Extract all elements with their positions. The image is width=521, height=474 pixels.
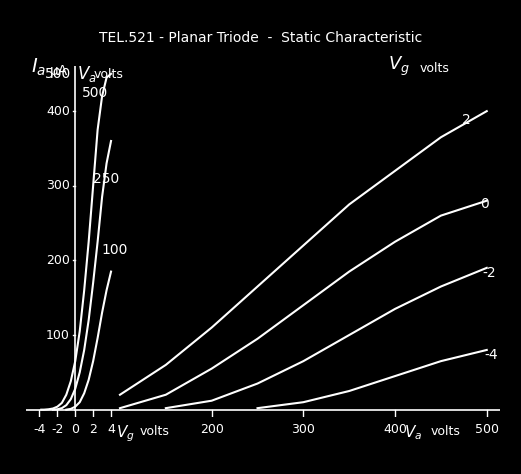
Text: 300: 300 xyxy=(291,423,315,436)
Text: -2: -2 xyxy=(51,423,64,436)
Text: 400: 400 xyxy=(383,423,407,436)
Text: volts: volts xyxy=(419,62,450,75)
Text: 400: 400 xyxy=(46,105,70,118)
Text: 2: 2 xyxy=(462,113,470,127)
Text: 500: 500 xyxy=(475,423,499,436)
Text: $\mathit{I}_a$: $\mathit{I}_a$ xyxy=(31,56,46,78)
Text: TEL.521 - Planar Triode  -  Static Characteristic: TEL.521 - Planar Triode - Static Charact… xyxy=(99,31,422,45)
Text: 0: 0 xyxy=(71,423,79,436)
Text: 200: 200 xyxy=(200,423,224,436)
Text: μA: μA xyxy=(50,64,68,78)
Text: volts: volts xyxy=(140,425,169,438)
Text: 250: 250 xyxy=(93,172,119,186)
Text: $\mathit{V}_a$: $\mathit{V}_a$ xyxy=(404,423,422,442)
Text: -4: -4 xyxy=(33,423,46,436)
Text: $\mathit{V}_g$: $\mathit{V}_g$ xyxy=(116,423,135,444)
Text: 500: 500 xyxy=(44,67,71,81)
Text: $\mathit{V}_a$: $\mathit{V}_a$ xyxy=(77,64,97,84)
Text: 4: 4 xyxy=(107,423,115,436)
Text: 300: 300 xyxy=(46,179,70,192)
Text: -4: -4 xyxy=(484,348,498,362)
Text: volts: volts xyxy=(93,68,123,81)
Text: 500: 500 xyxy=(81,86,108,100)
Text: 100: 100 xyxy=(46,328,70,342)
Text: -2: -2 xyxy=(482,266,495,280)
Text: 2: 2 xyxy=(89,423,97,436)
Text: 0: 0 xyxy=(480,198,489,211)
Text: 100: 100 xyxy=(101,243,128,256)
Text: $\mathit{V}_g$: $\mathit{V}_g$ xyxy=(388,55,410,78)
Text: volts: volts xyxy=(431,425,461,438)
Text: 200: 200 xyxy=(46,254,70,267)
